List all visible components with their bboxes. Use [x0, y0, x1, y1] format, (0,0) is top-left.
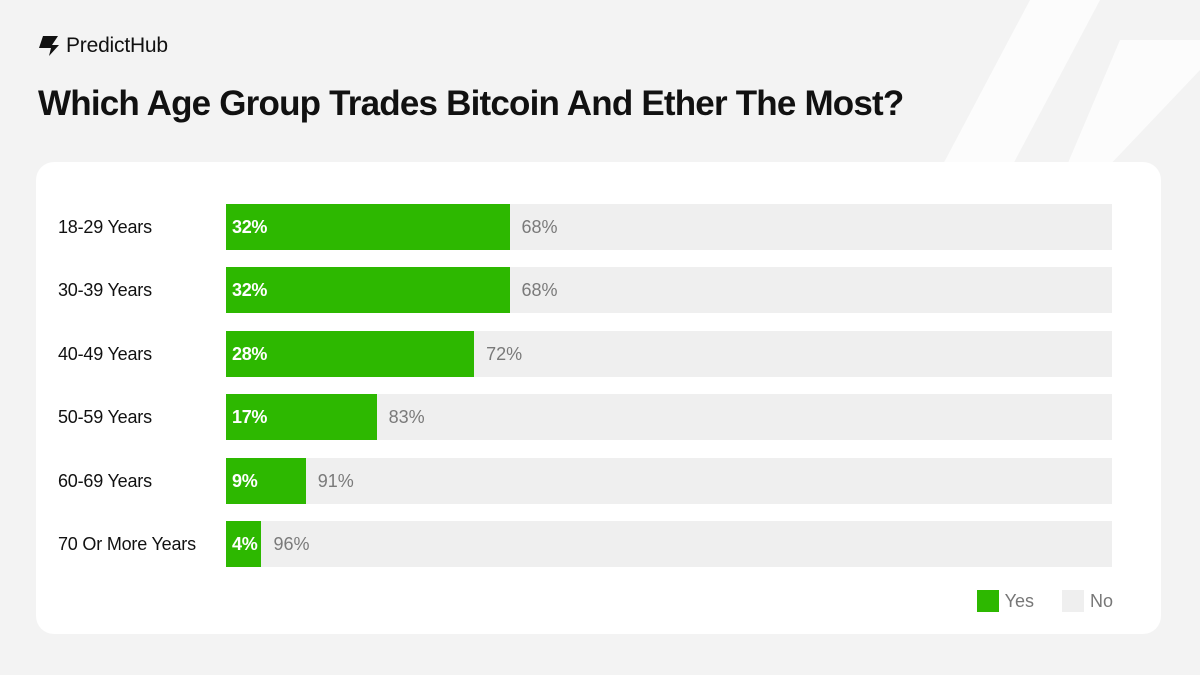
bar-yes [226, 458, 306, 504]
bar-yes [226, 267, 510, 313]
category-label: 18-29 Years [58, 217, 152, 237]
brand: PredictHub [38, 34, 168, 58]
data-label-yes: 17% [232, 407, 268, 427]
bar-yes [226, 204, 510, 250]
legend-item-yes: Yes [976, 590, 1034, 612]
data-label-yes: 32% [232, 217, 268, 237]
bar-chart: 18-29 Years 32% 68% 30-39 Years 32% 68% 40-49 … [36, 162, 1161, 634]
data-label-yes: 9% [232, 471, 258, 491]
chart-legend: Yes No [976, 590, 1113, 612]
chart-card: 18-29 Years 32% 68% 30-39 Years 32% 68% 40-49 … [36, 162, 1161, 634]
bar-yes [226, 394, 377, 440]
predicthub-logo-icon [39, 36, 59, 56]
brand-name: PredictHub [66, 34, 168, 57]
category-label: 30-39 Years [58, 280, 152, 300]
legend-swatch-no [1061, 590, 1084, 612]
bar-no [226, 458, 1112, 504]
data-label-no: 68% [521, 280, 558, 300]
data-label-yes: 4% [232, 534, 258, 554]
chart-title: Which Age Group Trades Bitcoin And Ether… [38, 84, 904, 123]
data-label-no: 91% [317, 471, 354, 491]
bar-yes [226, 521, 262, 567]
legend-swatch-yes [976, 590, 999, 612]
data-label-yes: 28% [232, 344, 268, 364]
data-label-no: 83% [388, 407, 425, 427]
category-label: 50-59 Years [58, 407, 152, 427]
category-label: 70 Or More Years [58, 534, 196, 554]
legend-item-no: No [1061, 590, 1113, 612]
data-label-no: 68% [521, 217, 558, 237]
category-label: 60-69 Years [58, 471, 152, 491]
bar-yes [226, 331, 475, 377]
data-label-no: 72% [486, 344, 523, 364]
category-label: 40-49 Years [58, 344, 152, 364]
background-decoration [940, 0, 1200, 170]
data-label-yes: 32% [232, 280, 268, 300]
legend-label-no: No [1089, 590, 1113, 611]
data-label-no: 96% [273, 534, 310, 554]
legend-label-yes: Yes [1004, 590, 1034, 611]
bar-no [226, 521, 1112, 567]
